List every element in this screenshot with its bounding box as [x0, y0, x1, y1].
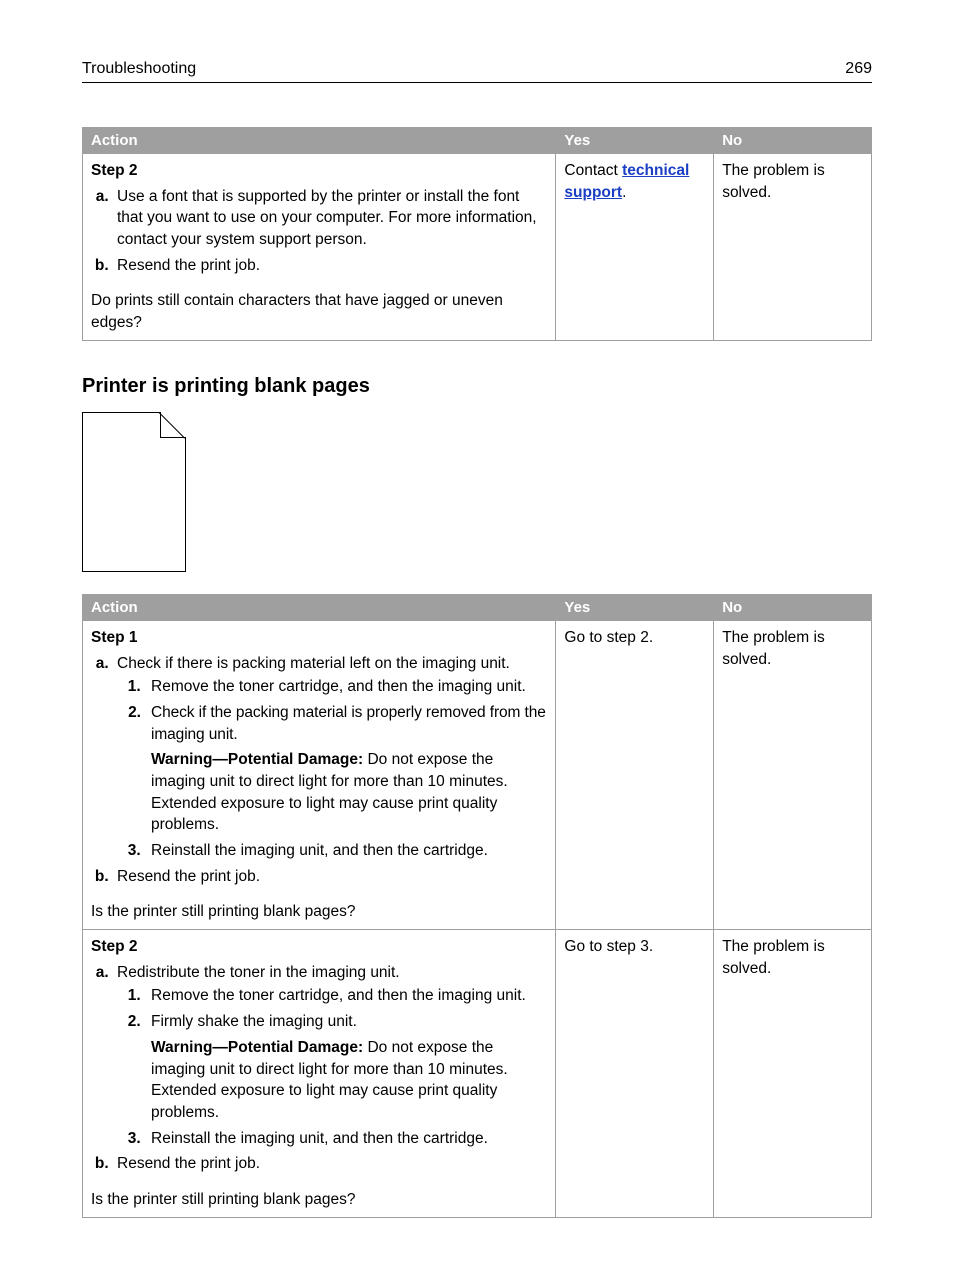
- warning: Warning—Potential Damage: Do not expose …: [123, 1037, 547, 1124]
- list-item: Check if there is packing material left …: [113, 653, 547, 862]
- table-row: Step 1 Check if there is packing materia…: [83, 620, 872, 929]
- cell-action: Step 1 Check if there is packing materia…: [83, 620, 556, 929]
- list-text: Redistribute the toner in the imaging un…: [117, 964, 400, 981]
- list-item: Resend the print job.: [113, 1153, 547, 1175]
- question: Is the printer still printing blank page…: [91, 1189, 547, 1211]
- list-item: Reinstall the imaging unit, and then the…: [145, 840, 547, 862]
- table-blank-pages: Action Yes No Step 1 Check if there is p…: [82, 594, 872, 1218]
- step-title: Step 1: [91, 627, 547, 649]
- cell-no: The problem is solved.: [714, 620, 872, 929]
- th-no: No: [714, 594, 872, 620]
- section-title: Printer is printing blank pages: [82, 375, 872, 398]
- blank-page-icon: [82, 412, 186, 572]
- list-item: Resend the print job.: [113, 255, 547, 277]
- header-right: 269: [845, 60, 872, 78]
- step-title: Step 2: [91, 936, 547, 958]
- list-item: Use a font that is supported by the prin…: [113, 186, 547, 251]
- list-item: Redistribute the toner in the imaging un…: [113, 962, 547, 1150]
- table-row: Step 2 Redistribute the toner in the ima…: [83, 930, 872, 1218]
- th-yes: Yes: [556, 128, 714, 154]
- list-item: Resend the print job.: [113, 866, 547, 888]
- warning-label: Warning—Potential Damage:: [151, 1039, 363, 1056]
- page: Troubleshooting 269 Action Yes No Step 2…: [0, 0, 954, 1278]
- th-action: Action: [83, 594, 556, 620]
- question: Do prints still contain characters that …: [91, 290, 547, 333]
- question: Is the printer still printing blank page…: [91, 901, 547, 923]
- cell-action: Step 2 Use a font that is supported by t…: [83, 154, 556, 341]
- list-item: Firmly shake the imaging unit.: [145, 1011, 547, 1033]
- th-yes: Yes: [556, 594, 714, 620]
- list-item: Remove the toner cartridge, and then the…: [145, 676, 547, 698]
- cell-no: The problem is solved.: [714, 154, 872, 341]
- list-item: Reinstall the imaging unit, and then the…: [145, 1128, 547, 1150]
- th-no: No: [714, 128, 872, 154]
- table-row: Step 2 Use a font that is supported by t…: [83, 154, 872, 341]
- step-title: Step 2: [91, 160, 547, 182]
- yes-pre: Contact: [564, 162, 622, 179]
- header-left: Troubleshooting: [82, 60, 196, 78]
- yes-post: .: [622, 184, 626, 201]
- warning: Warning—Potential Damage: Do not expose …: [123, 749, 547, 836]
- warning-label: Warning—Potential Damage:: [151, 751, 363, 768]
- th-action: Action: [83, 128, 556, 154]
- table-jagged-edges: Action Yes No Step 2 Use a font that is …: [82, 127, 872, 341]
- page-header: Troubleshooting 269: [82, 60, 872, 83]
- list-text: Check if there is packing material left …: [117, 655, 510, 672]
- cell-yes: Go to step 3.: [556, 930, 714, 1218]
- cell-no: The problem is solved.: [714, 930, 872, 1218]
- list-item: Check if the packing material is properl…: [145, 702, 547, 745]
- list-item: Remove the toner cartridge, and then the…: [145, 985, 547, 1007]
- cell-action: Step 2 Redistribute the toner in the ima…: [83, 930, 556, 1218]
- cell-yes: Go to step 2.: [556, 620, 714, 929]
- cell-yes: Contact technical support.: [556, 154, 714, 341]
